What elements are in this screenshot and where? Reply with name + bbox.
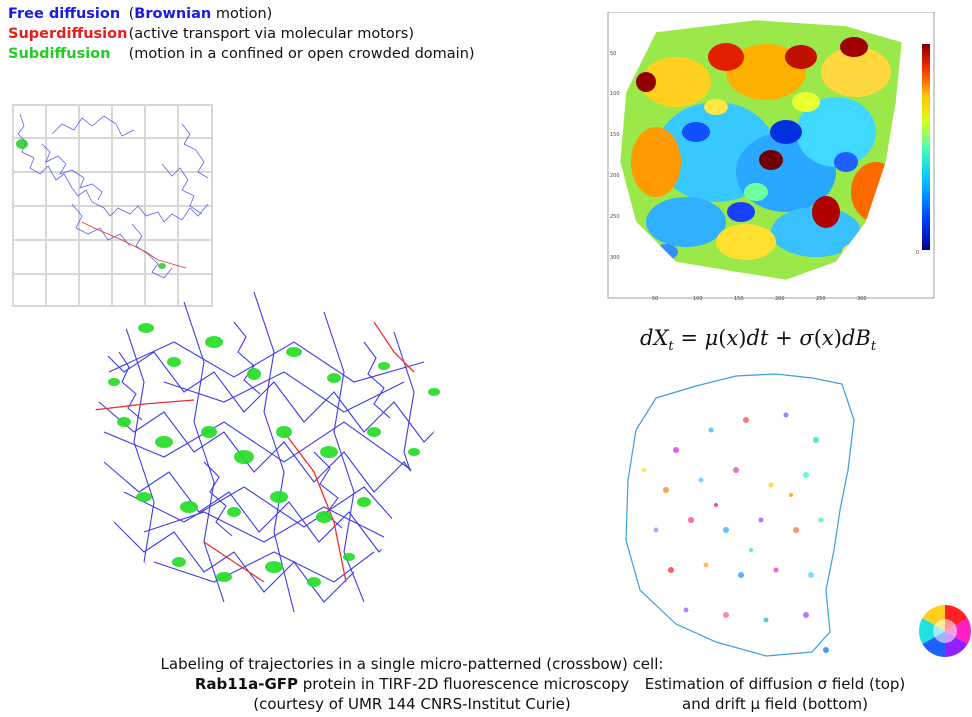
legend-term-superdiffusion: Superdiffusion xyxy=(8,26,128,42)
heatmap-xtick: 300 xyxy=(857,296,867,302)
legend-desc-rest: motion) xyxy=(211,6,273,22)
right-caption-line1: Estimation of diffusion σ field (top) xyxy=(644,675,906,693)
heatmap-xtick: 200 xyxy=(775,296,785,302)
legend-term-free-diffusion: Free diffusion xyxy=(8,6,121,22)
right-figure-caption: Estimation of diffusion σ field (top) an… xyxy=(610,674,940,714)
heatmap-ytick: 200 xyxy=(610,173,620,179)
heatmap-xtick: 250 xyxy=(816,296,826,302)
legend-desc-brownian: Brownian xyxy=(134,6,212,22)
legend-desc-open: ( xyxy=(128,6,135,22)
legend-free-diffusion: Free diffusion (Brownian motion) xyxy=(8,4,475,24)
left-caption-line2: Rab11a-GFP protein in TIRF-2D fluorescen… xyxy=(150,674,674,694)
left-caption-line2-rest: protein in TIRF-2D fluorescence microsco… xyxy=(298,675,630,693)
drift-field-plot xyxy=(625,373,855,657)
legend-desc-superdiffusion: (active transport via molecular motors) xyxy=(128,26,414,42)
left-figure-caption: Labeling of trajectories in a single mic… xyxy=(150,654,674,714)
heatmap-xtick: 150 xyxy=(734,296,744,302)
heatmap-ytick: 250 xyxy=(610,214,620,220)
legend-subdiffusion: Subdiffusion (motion in a confined or op… xyxy=(8,44,475,64)
left-caption-protein: Rab11a-GFP xyxy=(194,675,299,693)
trajectory-legend: Free diffusion (Brownian motion) Superdi… xyxy=(8,4,475,64)
heatmap-xtick: 50 xyxy=(652,296,658,302)
legend-desc-subdiffusion: (motion in a confined or open crowded do… xyxy=(128,46,475,62)
heatmap-ytick: 300 xyxy=(610,255,620,261)
direction-color-wheel xyxy=(919,605,971,657)
trajectory-inset-grid xyxy=(12,104,213,307)
heatmap-ytick: 50 xyxy=(610,51,616,57)
diffusion-field-heatmap: 50 100 150 200 250 300 50 100 150 200 25… xyxy=(607,12,935,302)
trajectory-cell-plot xyxy=(93,291,455,613)
heatmap-ytick: 150 xyxy=(610,132,620,138)
legend-term-subdiffusion: Subdiffusion xyxy=(8,46,111,62)
legend-superdiffusion: Superdiffusion (active transport via mol… xyxy=(8,24,475,44)
left-caption-line1: Labeling of trajectories in a single mic… xyxy=(160,655,664,673)
heatmap-ytick: 100 xyxy=(610,91,620,97)
left-caption-line3: (courtesy of UMR 144 CNRS-Institut Curie… xyxy=(253,695,571,713)
colorbar-min-label: 0 xyxy=(916,250,919,256)
sde-equation: dXt = μ(x)dt + σ(x)dBt xyxy=(640,326,877,355)
right-caption-line2: and drift μ field (bottom) xyxy=(682,695,868,713)
heatmap-colorbar xyxy=(922,44,930,250)
heatmap-xtick: 100 xyxy=(693,296,703,302)
